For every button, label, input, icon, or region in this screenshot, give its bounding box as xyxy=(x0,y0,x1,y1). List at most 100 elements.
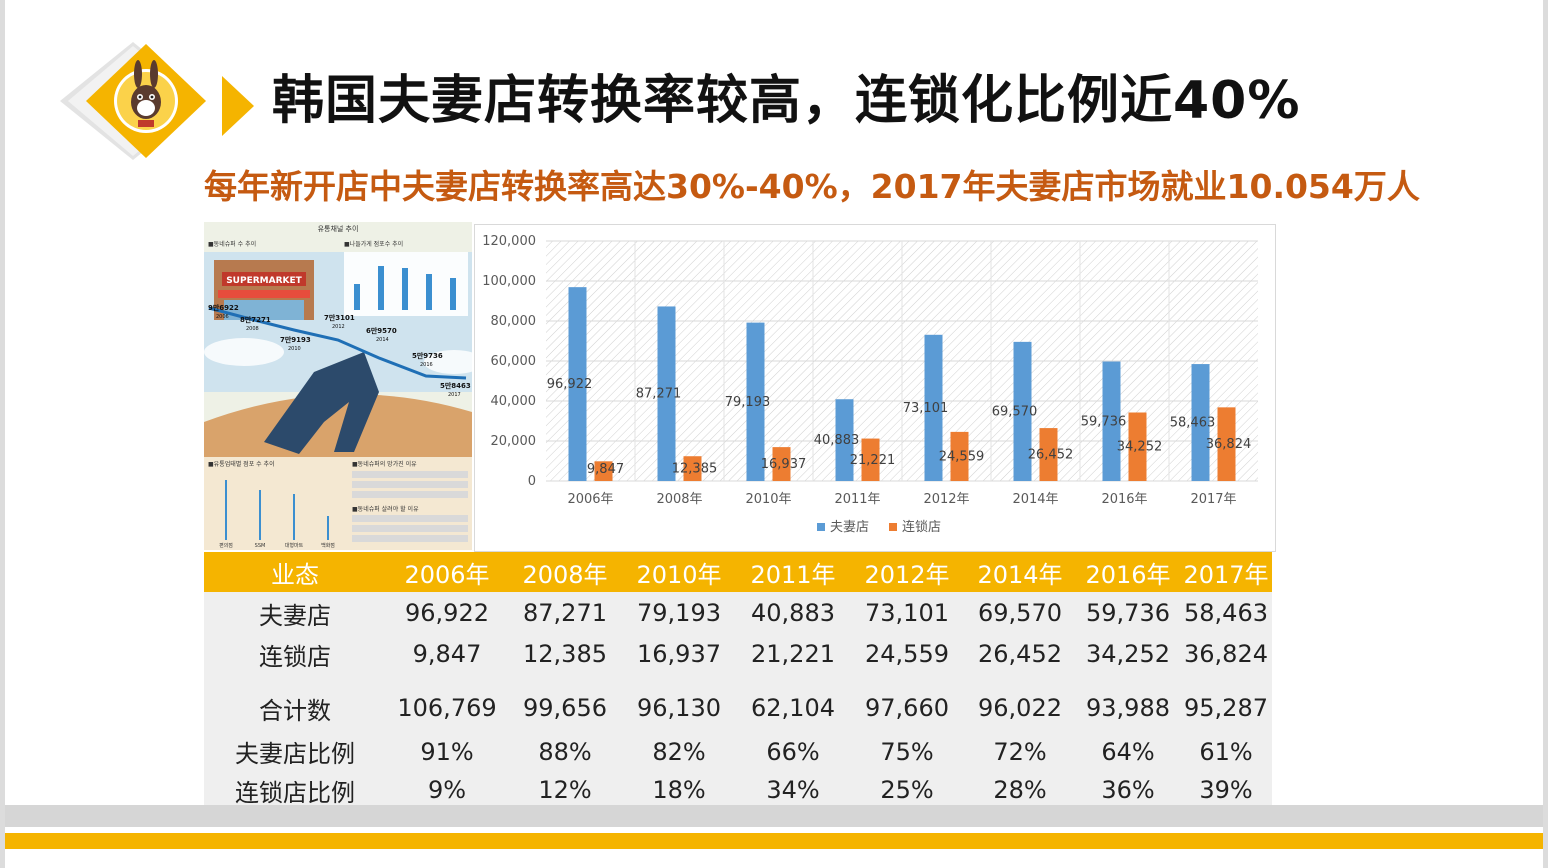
bar-chain-store xyxy=(772,447,791,481)
table-cell: 96,130 xyxy=(622,674,736,734)
data-label: 40,883 xyxy=(814,433,860,448)
footer-base xyxy=(5,849,1543,868)
table-cell: 12% xyxy=(508,769,622,811)
table-cell: 66% xyxy=(736,734,850,769)
infographic-left-panel-title: ■동네슈퍼 수 추이 xyxy=(208,240,256,248)
infographic-trend-year: 2010 xyxy=(288,346,301,352)
table-row: 连锁店 9,847 12,385 16,937 21,221 24,559 26… xyxy=(204,634,1272,674)
infographic-trend-year: 2014 xyxy=(376,337,389,343)
table-cell: 18% xyxy=(622,769,736,811)
bar-chart-svg: 020,00040,00060,00080,000100,000120,000 … xyxy=(482,234,1258,535)
y-tick-label: 20,000 xyxy=(491,434,537,449)
y-tick-label: 60,000 xyxy=(491,354,537,369)
table-cell: 39% xyxy=(1180,769,1272,811)
infographic-trend-year: 2006 xyxy=(216,314,229,320)
table-cell: 64% xyxy=(1076,734,1180,769)
data-label: 21,221 xyxy=(850,453,896,468)
table-cell: 夫妻店 xyxy=(204,592,386,634)
page-subtitle: 每年新开店中夫妻店转换率高达30%-40%，2017年夫妻店市场就业10.054… xyxy=(204,167,1420,206)
x-tick-label: 2017年 xyxy=(1190,492,1236,507)
infographic-bottom-category: 편의점 xyxy=(219,542,233,549)
infographic-title: 유통채널 추이 xyxy=(318,224,359,233)
bar-chain-store xyxy=(861,438,880,481)
table-cell: 34,252 xyxy=(1076,634,1180,674)
table-cell: 25% xyxy=(850,769,964,811)
infographic-trend-label: 5만9736 xyxy=(412,351,443,360)
table-header: 2012年 xyxy=(850,552,964,592)
table-cell: 69,570 xyxy=(964,592,1076,634)
legend-swatch xyxy=(889,523,897,531)
table-cell: 12,385 xyxy=(508,634,622,674)
table-row: 合计数 106,769 99,656 96,130 62,104 97,660 … xyxy=(204,674,1272,734)
table-header: 2016年 xyxy=(1076,552,1180,592)
table-header: 2008年 xyxy=(508,552,622,592)
infographic-bottom-left-title: ■유통업태별 점포 수 추이 xyxy=(208,460,275,468)
table-header-row: 业态 2006年 2008年 2010年 2011年 2012年 2014年 2… xyxy=(204,552,1272,592)
infographic-trend-label: 8만7271 xyxy=(240,315,271,324)
bar-family-store xyxy=(924,334,943,481)
y-tick-label: 40,000 xyxy=(491,394,537,409)
table-cell: 28% xyxy=(964,769,1076,811)
table-header: 2017年 xyxy=(1180,552,1272,592)
table-cell: 93,988 xyxy=(1076,674,1180,734)
y-tick-label: 80,000 xyxy=(491,314,537,329)
footer-gray-band xyxy=(5,805,1543,827)
infographic-trend-label: 7만3101 xyxy=(324,313,355,322)
table-cell: 62,104 xyxy=(736,674,850,734)
table-cell: 24,559 xyxy=(850,634,964,674)
infographic-trend-year: 2017 xyxy=(448,392,461,398)
data-label: 87,271 xyxy=(636,387,682,402)
infographic-trend-label: 6만9570 xyxy=(366,326,397,335)
brand-logo xyxy=(60,42,206,160)
table-cell: 75% xyxy=(850,734,964,769)
table-cell: 9,847 xyxy=(386,634,508,674)
table-header: 2011年 xyxy=(736,552,850,592)
table-cell: 96,922 xyxy=(386,592,508,634)
legend-swatch xyxy=(817,523,825,531)
table-cell: 连锁店比例 xyxy=(204,769,386,811)
infographic-image: 유통채널 추이 ■동네슈퍼 수 추이 ■나들가게 점포수 추이 SUPERMAR… xyxy=(204,222,472,550)
data-label: 24,559 xyxy=(939,449,985,464)
table-cell: 97,660 xyxy=(850,674,964,734)
table-row: 夫妻店比例 91% 88% 82% 66% 75% 72% 64% 61% xyxy=(204,734,1272,769)
bar-family-store xyxy=(1013,341,1032,481)
table-header: 2014年 xyxy=(964,552,1076,592)
bar-chain-store xyxy=(594,461,613,481)
page-title: 韩国夫妻店转换率较高，连锁化比例近40% xyxy=(272,71,1301,131)
infographic-bottom-category: 백화점 xyxy=(321,542,335,549)
x-tick-label: 2008年 xyxy=(656,492,702,507)
bar-chain-store xyxy=(1039,428,1058,481)
table-cell: 82% xyxy=(622,734,736,769)
x-tick-label: 2014年 xyxy=(1012,492,1058,507)
infographic-bottom-right-title: ■동네슈퍼의 망가진 이유 xyxy=(352,460,417,468)
y-tick-label: 120,000 xyxy=(482,234,536,249)
table-cell: 36% xyxy=(1076,769,1180,811)
table-cell: 73,101 xyxy=(850,592,964,634)
footer-white-gap xyxy=(5,827,1543,833)
table-cell: 21,221 xyxy=(736,634,850,674)
bar-family-store xyxy=(568,287,587,481)
bar-chart: 0 20,000 40,000 60,000 80,000 100,000 120,000 … xyxy=(474,224,1276,552)
table-cell: 40,883 xyxy=(736,592,850,634)
table-cell: 95,287 xyxy=(1180,674,1272,734)
x-tick-label: 2012年 xyxy=(923,492,969,507)
data-label: 12,385 xyxy=(672,462,718,477)
infographic-trend-year: 2012 xyxy=(332,324,345,330)
bar-chain-store xyxy=(950,431,969,481)
legend-label: 夫妻店 xyxy=(830,520,869,535)
bar-family-store xyxy=(1191,364,1210,481)
title-arrow-icon xyxy=(222,76,254,136)
table-cell: 99,656 xyxy=(508,674,622,734)
y-tick-label: 0 xyxy=(528,474,536,489)
data-label: 69,570 xyxy=(992,404,1038,419)
infographic-trend-year: 2016 xyxy=(420,362,433,368)
table-cell: 91% xyxy=(386,734,508,769)
table-row: 连锁店比例 9% 12% 18% 34% 25% 28% 36% 39% xyxy=(204,769,1272,811)
bar-chain-store xyxy=(1217,407,1236,481)
y-tick-label: 100,000 xyxy=(482,274,536,289)
table-cell: 106,769 xyxy=(386,674,508,734)
table-cell: 59,736 xyxy=(1076,592,1180,634)
data-label: 9,847 xyxy=(587,462,624,477)
table-cell: 26,452 xyxy=(964,634,1076,674)
data-table: 业态 2006年 2008年 2010年 2011年 2012年 2014年 2… xyxy=(204,552,1272,811)
